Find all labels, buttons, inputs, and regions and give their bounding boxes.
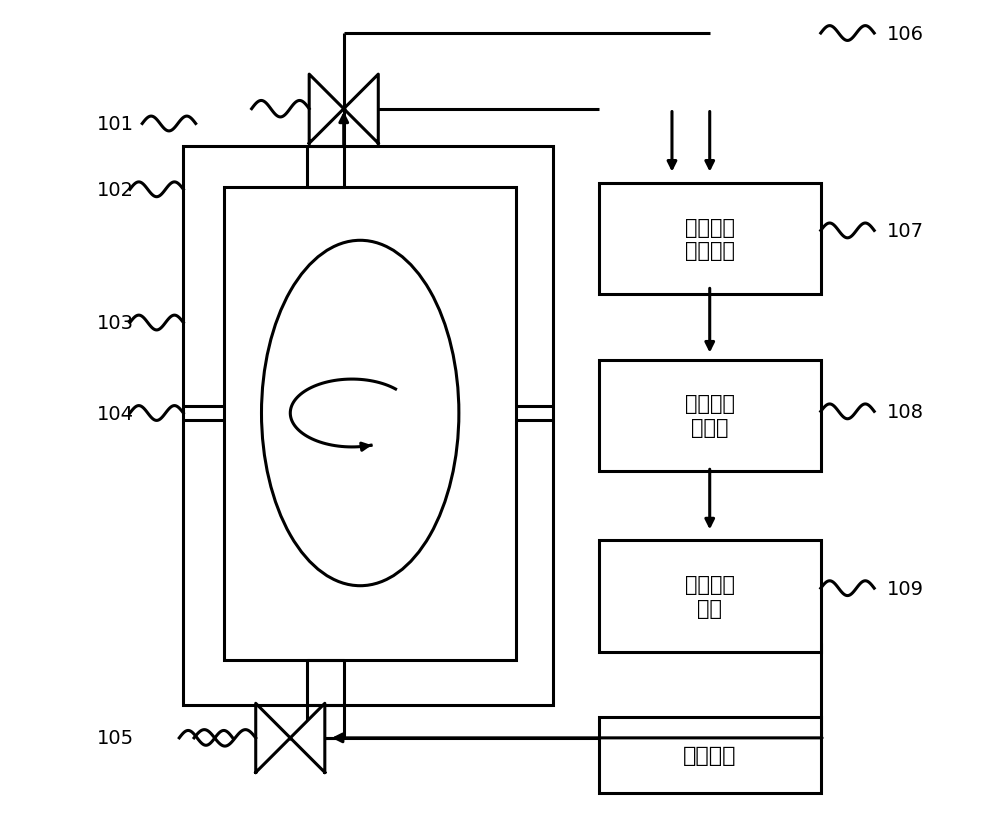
Text: 104: 104: [97, 404, 134, 423]
Text: 106: 106: [887, 25, 924, 44]
Text: 102: 102: [97, 180, 134, 199]
Text: 电流値计
算模块: 电流値计 算模块: [685, 394, 735, 437]
Text: 信号采集
模块: 信号采集 模块: [685, 575, 735, 618]
Text: 108: 108: [887, 403, 924, 421]
Bar: [599, 541, 821, 652]
Text: 电流输出
控制模块: 电流输出 控制模块: [685, 218, 735, 261]
Text: 103: 103: [97, 313, 134, 332]
Bar: [599, 718, 821, 793]
Text: 105: 105: [97, 729, 134, 748]
Ellipse shape: [261, 241, 459, 586]
Polygon shape: [309, 75, 344, 144]
Text: 109: 109: [887, 579, 924, 598]
Polygon shape: [344, 75, 378, 144]
Polygon shape: [256, 704, 290, 772]
Text: 励磁电源: 励磁电源: [683, 745, 736, 765]
Bar: [224, 188, 516, 660]
Bar: [183, 146, 553, 705]
Bar: [599, 360, 821, 471]
Polygon shape: [290, 704, 325, 772]
Text: 107: 107: [887, 222, 924, 241]
Bar: [599, 184, 821, 294]
Text: 101: 101: [97, 115, 134, 134]
